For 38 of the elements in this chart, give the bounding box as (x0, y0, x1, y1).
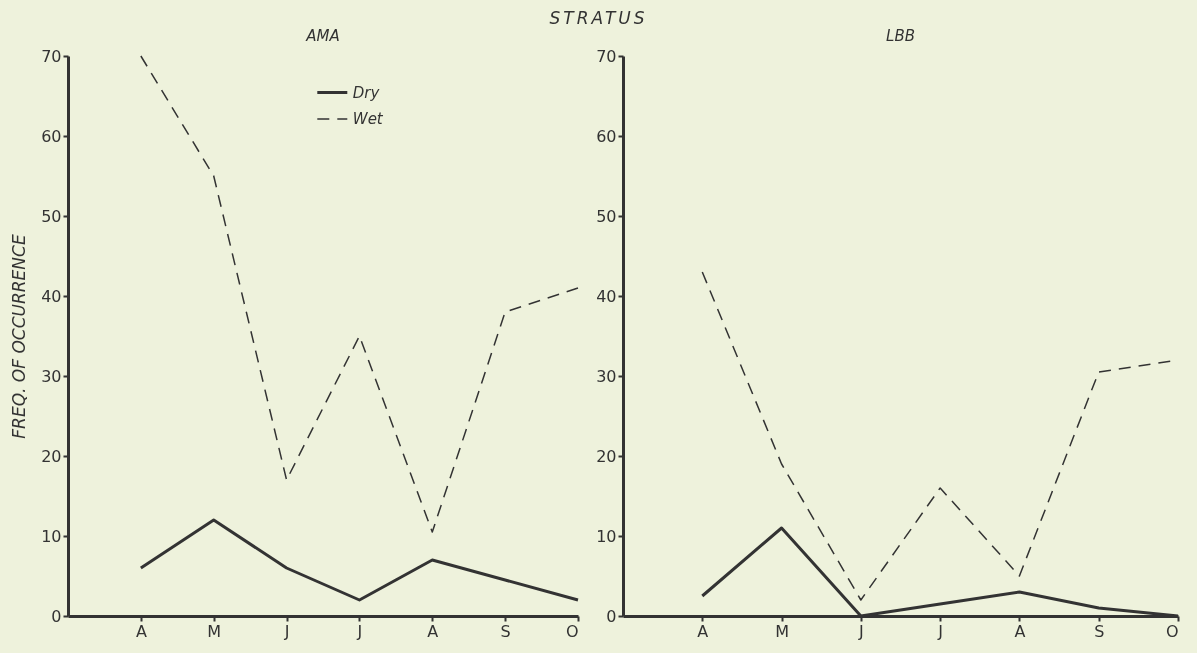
x-tick-label: A (697, 621, 709, 641)
y-tick-label: 40 (596, 286, 617, 306)
x-tick-label: M (207, 621, 222, 641)
y-tick-label: 50 (596, 206, 617, 226)
y-tick-label: 50 (41, 206, 62, 226)
x-tick-label: M (775, 621, 789, 641)
x-tick-label: J (356, 621, 363, 641)
x-tick-label: S (1094, 621, 1105, 641)
x-tick-label: A (1014, 621, 1026, 641)
chart-title: AMA (305, 27, 340, 45)
x-tick-label: J (858, 621, 864, 641)
y-tick-label: 70 (596, 46, 617, 66)
y-tick-label: 10 (596, 526, 617, 546)
y-tick-label: 30 (41, 366, 62, 386)
text: STRATUS (548, 8, 649, 28)
y-tick-label: 10 (41, 526, 62, 546)
line-series (139, 518, 580, 602)
y-axis-title: FREQ. OF OCCURRENCE (9, 234, 30, 439)
x-tick-label: O (565, 621, 579, 641)
legend-label: Dry (352, 83, 381, 102)
y-tick-label: 20 (596, 446, 617, 466)
y-tick-label: 60 (41, 126, 62, 146)
x-tick-label: A (135, 621, 147, 641)
x-tick-label: S (500, 621, 511, 641)
y-tick-label: 70 (41, 46, 62, 66)
y-tick-label: 0 (51, 606, 62, 626)
y-tick-label: 20 (41, 446, 62, 466)
x-tick-label: J (283, 621, 290, 641)
y-tick-label: 30 (596, 366, 617, 386)
y-tick-label: 60 (596, 126, 617, 146)
x-tick-label: J (937, 621, 943, 641)
chart-title: LBB (886, 27, 915, 45)
x-tick-label: A (427, 621, 439, 641)
line-series (140, 55, 579, 533)
y-tick-label: 0 (606, 606, 617, 626)
x-tick-label: O (1165, 621, 1179, 641)
legend-label: Wet (352, 110, 384, 128)
y-tick-label: 40 (41, 286, 62, 306)
